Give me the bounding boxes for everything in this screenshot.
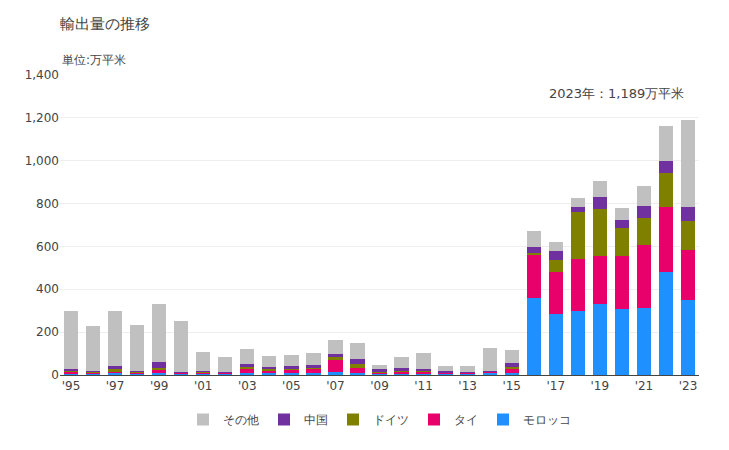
svg-text:800: 800 — [36, 197, 59, 211]
svg-text:輸出量の推移: 輸出量の推移 — [60, 15, 150, 33]
svg-text:ドイツ: ドイツ — [373, 413, 409, 427]
svg-text:1,400: 1,400 — [25, 68, 59, 82]
svg-text:モロッコ: モロッコ — [523, 413, 571, 427]
svg-text:'11: '11 — [414, 379, 433, 393]
svg-text:'03: '03 — [238, 379, 257, 393]
svg-text:400: 400 — [36, 282, 59, 296]
svg-text:'97: '97 — [106, 379, 125, 393]
svg-text:0: 0 — [51, 368, 59, 382]
svg-text:1,200: 1,200 — [25, 111, 59, 125]
svg-text:'05: '05 — [282, 379, 301, 393]
svg-text:'23: '23 — [679, 379, 698, 393]
svg-text:単位:万平米: 単位:万平米 — [62, 53, 126, 67]
svg-text:タイ: タイ — [454, 413, 478, 427]
svg-text:'15: '15 — [502, 379, 521, 393]
svg-text:'01: '01 — [194, 379, 213, 393]
svg-text:'95: '95 — [62, 379, 81, 393]
svg-text:600: 600 — [36, 240, 59, 254]
svg-text:'99: '99 — [150, 379, 169, 393]
svg-text:'21: '21 — [635, 379, 654, 393]
svg-text:'07: '07 — [326, 379, 345, 393]
svg-text:'09: '09 — [370, 379, 389, 393]
svg-text:中国: 中国 — [304, 413, 328, 427]
svg-text:その他: その他 — [223, 413, 259, 427]
svg-text:'17: '17 — [546, 379, 565, 393]
svg-text:2023年：1,189万平米: 2023年：1,189万平米 — [549, 86, 684, 101]
svg-text:'13: '13 — [458, 379, 477, 393]
svg-text:1,000: 1,000 — [25, 154, 59, 168]
svg-text:200: 200 — [36, 325, 59, 339]
svg-text:'19: '19 — [591, 379, 610, 393]
